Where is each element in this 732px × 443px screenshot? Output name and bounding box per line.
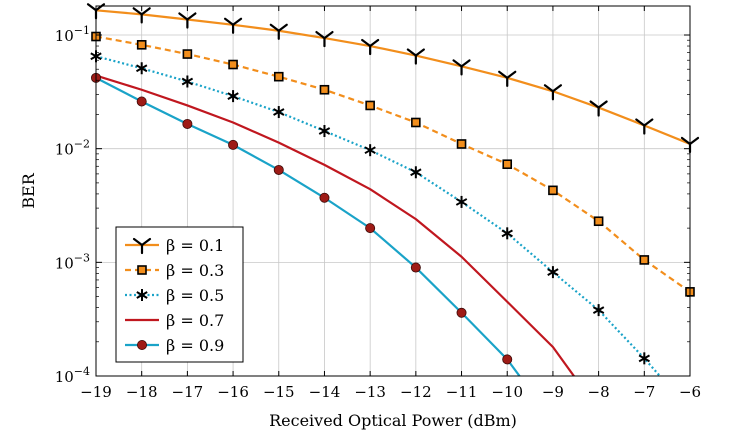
x-tick-label: −15 [263, 383, 295, 401]
data-point-s4-6 [365, 223, 376, 234]
x-tick-label: −8 [588, 383, 610, 401]
data-point-s2-5 [318, 125, 331, 138]
legend-label: β = 0.1 [166, 236, 224, 255]
x-tick-label: −6 [679, 383, 701, 401]
data-point-s2-8 [455, 195, 468, 208]
data-point-s1-9 [502, 159, 513, 170]
series-line-2 [96, 55, 662, 376]
legend-entry-0: β = 0.1 [125, 236, 224, 255]
data-point-s1-4 [273, 71, 284, 82]
series-line-3 [96, 74, 576, 376]
y-axis-ticks: 10−410−310−210−1 [55, 24, 690, 386]
data-point-s2-4 [273, 106, 285, 119]
x-tick-label: −11 [446, 383, 478, 401]
data-point-s2-10 [547, 266, 559, 279]
y-axis-title: BER [19, 172, 38, 208]
legend-swatch-marker [136, 339, 147, 350]
data-point-s1-2 [182, 49, 193, 59]
data-point-s4-9 [502, 354, 513, 365]
x-tick-label: −10 [491, 383, 523, 401]
legend-box [115, 226, 244, 363]
plot-frame [95, 5, 691, 377]
data-point-s0-8 [452, 59, 471, 76]
x-tick-label: −9 [542, 383, 564, 401]
data-point-s1-1 [136, 40, 147, 50]
data-point-s4-1 [136, 96, 147, 107]
data-point-s2-11 [592, 304, 605, 317]
data-point-s0-1 [132, 7, 151, 24]
legend-entry-1: β = 0.3 [125, 261, 224, 280]
x-tick-label: −7 [633, 383, 655, 401]
x-tick-label: −17 [172, 383, 204, 401]
x-tick-label: −18 [126, 383, 158, 401]
data-point-s0-5 [315, 30, 334, 48]
data-point-s1-5 [319, 84, 330, 95]
x-tick-label: −12 [400, 383, 432, 401]
legend-label: β = 0.7 [166, 311, 224, 330]
y-tick-label: 10−1 [55, 24, 90, 45]
data-point-s2-2 [181, 75, 194, 88]
legend-entry-3: β = 0.7 [125, 311, 224, 330]
y-tick-exponent: −3 [74, 251, 90, 264]
x-tick-label: −13 [354, 383, 386, 401]
legend-entry-4: β = 0.9 [125, 336, 224, 355]
data-point-s1-7 [411, 117, 421, 128]
y-tick-base: 10 [55, 27, 74, 45]
data-point-s0-11 [589, 100, 608, 117]
data-point-s4-8 [456, 307, 467, 318]
data-point-s2-3 [227, 90, 239, 103]
x-tick-label: −16 [217, 383, 249, 401]
x-tick-label: −14 [309, 383, 341, 401]
data-point-s0-3 [223, 17, 243, 34]
data-point-s2-7 [410, 166, 422, 179]
y-tick-exponent: −1 [74, 24, 90, 37]
data-point-s2-1 [135, 62, 148, 75]
data-point-s1-11 [593, 216, 604, 227]
data-point-s0-10 [543, 84, 563, 101]
data-point-s0-4 [269, 23, 288, 40]
legend-label: β = 0.9 [166, 336, 224, 355]
y-tick-exponent: −2 [74, 138, 90, 151]
data-point-s4-7 [410, 262, 421, 273]
data-point-s0-9 [498, 70, 517, 87]
y-tick-base: 10 [55, 368, 74, 386]
data-point-s4-5 [319, 192, 330, 203]
x-axis-title: Received Optical Power (dBm) [269, 411, 517, 430]
series-line-1 [96, 35, 690, 293]
x-axis-ticks: −19 −18 −17 −16 −15 −14 −13 −12 −11 −10 −9 −8 −7 −6 [80, 6, 701, 401]
data-point-s1-6 [365, 100, 375, 111]
legend-swatch-marker [136, 289, 148, 301]
data-point-s1-3 [228, 59, 238, 70]
y-tick-label: 10−3 [55, 251, 90, 272]
data-point-s4-3 [228, 139, 239, 150]
data-point-s0-6 [361, 38, 380, 56]
data-point-s1-8 [456, 139, 467, 149]
data-point-s2-12 [638, 352, 651, 365]
y-tick-exponent: −4 [74, 365, 90, 378]
legend: β = 0.1 β = 0.3 β = 0.5 β = 0.7 β = 0.9 [115, 226, 244, 363]
data-point-s4-4 [273, 164, 284, 175]
legend-label: β = 0.5 [166, 286, 224, 305]
series-line-0 [96, 9, 690, 145]
legend-entry-2: β = 0.5 [125, 286, 224, 305]
data-point-s2-9 [501, 227, 513, 240]
y-tick-base: 10 [55, 254, 74, 272]
data-point-s1-12 [639, 255, 650, 265]
data-point-s2-6 [364, 144, 376, 157]
data-point-s4-2 [182, 118, 193, 129]
legend-label: β = 0.3 [166, 261, 224, 280]
x-tick-label: −19 [80, 383, 112, 401]
data-point-s1-10 [548, 185, 558, 196]
y-tick-base: 10 [55, 141, 74, 159]
legend-swatch-marker [137, 265, 147, 275]
data-point-s0-12 [635, 118, 654, 135]
y-tick-label: 10−4 [55, 365, 90, 386]
legend-swatch-marker [132, 237, 152, 255]
data-point-s0-2 [178, 12, 197, 29]
y-tick-label: 10−2 [55, 138, 90, 159]
data-point-s0-7 [406, 48, 425, 65]
